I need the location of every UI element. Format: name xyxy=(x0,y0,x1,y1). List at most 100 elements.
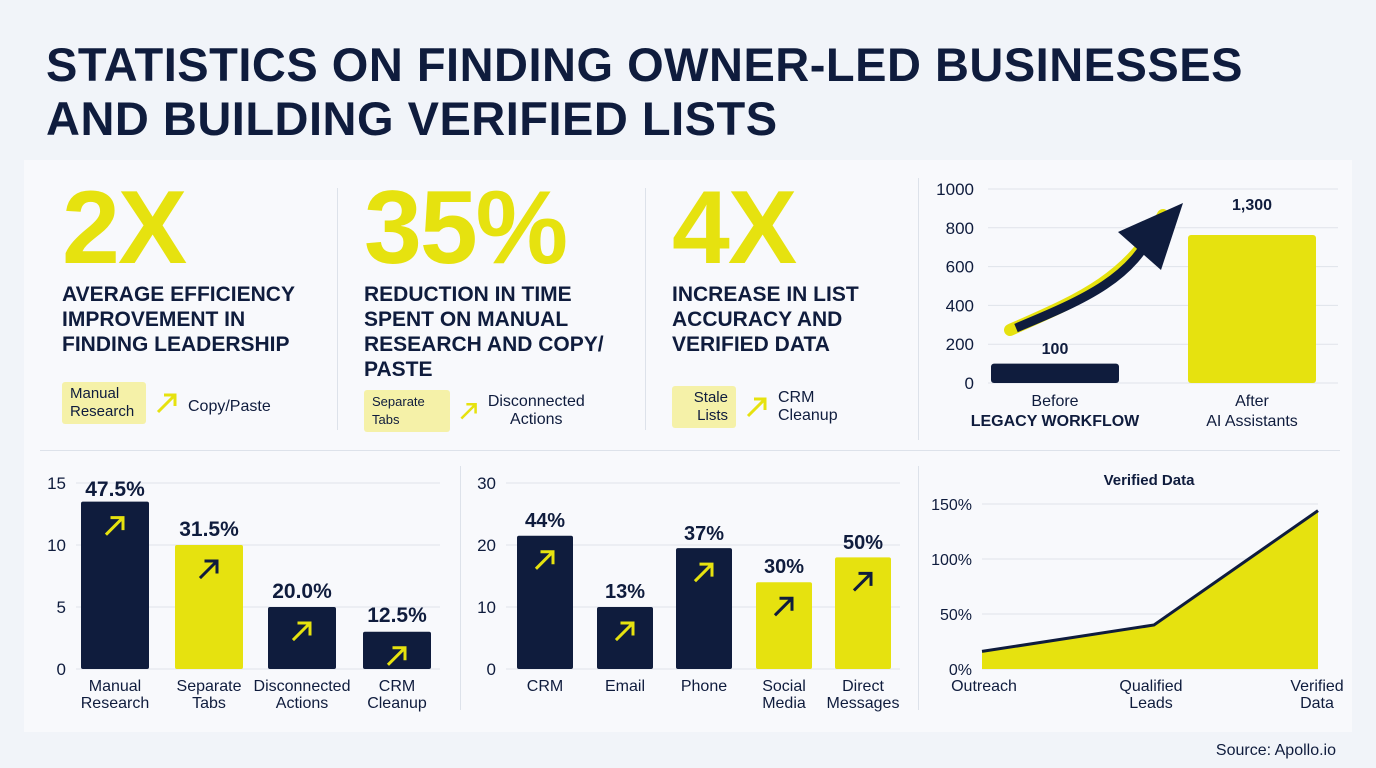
divider xyxy=(337,188,338,430)
arrow-up-right-icon xyxy=(460,403,477,420)
y-tick-label: 600 xyxy=(946,258,974,277)
data-label: 50% xyxy=(843,532,883,554)
bar xyxy=(81,501,149,669)
bar xyxy=(1188,235,1316,383)
stat-tag-row: Separate Tabs Disconnected Actions xyxy=(364,390,585,432)
divider xyxy=(645,188,646,430)
bar xyxy=(991,363,1119,383)
y-tick-label: 50% xyxy=(940,607,972,624)
x-tick-sublabel: AI Assistants xyxy=(1206,413,1298,430)
y-tick-label: 1000 xyxy=(936,180,974,199)
x-tick-label: Disconnected Actions xyxy=(254,678,351,712)
y-tick-label: 200 xyxy=(946,335,974,354)
stat-tag: Separate Tabs xyxy=(364,390,451,432)
y-tick-label: 5 xyxy=(57,598,66,617)
data-label: 12.5% xyxy=(367,604,427,627)
y-tick-label: 15 xyxy=(47,474,66,493)
y-tick-label: 0 xyxy=(965,374,974,393)
divider xyxy=(918,178,919,440)
before-after-bar-chart: 0 200 400 600 800 1000 100 Before LEGACY WORKFLO… xyxy=(936,180,1338,430)
stat-tag-row: Manual Research Copy/Paste xyxy=(62,382,271,424)
y-tick-label: 0 xyxy=(487,660,496,679)
stat-tag: Manual Research xyxy=(62,382,146,424)
channel-bar-chart: 0 10 20 30 44% CRM 13% Email 37% Phone 30% Social Me… xyxy=(477,474,900,712)
stat-time-reduction: 35% REDUCTION IN TIME SPENT ON MANUAL RE… xyxy=(364,170,604,432)
data-label: 30% xyxy=(764,556,804,578)
workflow-bar-chart: 0 5 10 15 47.5% Manual Research 31.5% Separate Ta… xyxy=(47,474,440,712)
stat-accuracy: 4X INCREASE IN LIST ACCURACY AND VERIFIE… xyxy=(672,170,859,428)
data-label: 100 xyxy=(1042,341,1069,358)
data-label: 47.5% xyxy=(85,478,145,501)
bar xyxy=(597,607,653,669)
page-title: STATISTICS ON FINDING OWNER-LED BUSINESS… xyxy=(46,38,1243,145)
y-tick-label: 800 xyxy=(946,219,974,238)
source-note: Source: Apollo.io xyxy=(1215,742,1336,759)
x-tick-label: After xyxy=(1235,393,1269,410)
y-tick-label: 0 xyxy=(57,660,66,679)
arrow-up-right-icon xyxy=(291,621,312,642)
stat-tag-after: CRM Cleanup xyxy=(778,389,838,424)
x-tick-label: Separate Tabs xyxy=(177,678,242,712)
arrow-up-right-icon xyxy=(852,571,873,592)
y-tick-label: 10 xyxy=(47,536,66,555)
arrow-up-right-icon xyxy=(104,516,125,536)
divider xyxy=(460,466,461,710)
arrow-up-right-icon xyxy=(614,621,635,642)
bar xyxy=(756,582,812,669)
stat-description: AVERAGE EFFICIENCY IMPROVEMENT IN FINDIN… xyxy=(62,283,295,356)
arrow-up-right-icon xyxy=(156,393,177,414)
divider xyxy=(918,466,919,710)
x-tick-label: Before xyxy=(1031,393,1078,410)
bar xyxy=(835,557,891,669)
stat-value: 35% xyxy=(364,170,568,286)
arrow-up-right-icon xyxy=(746,397,767,418)
chart-title: Verified Data xyxy=(1104,472,1196,489)
growth-arrow-head xyxy=(1118,203,1183,270)
arrow-up-right-icon xyxy=(773,596,794,617)
x-tick-label: Verified Data xyxy=(1290,678,1343,712)
series-line xyxy=(981,509,1319,653)
stat-efficiency: 2X AVERAGE EFFICIENCY IMPROVEMENT IN FIN… xyxy=(62,170,295,424)
arrow-up-right-icon xyxy=(693,562,714,583)
stat-value: 4X xyxy=(672,170,797,286)
stat-tag-row: Stale Lists CRM Cleanup xyxy=(672,386,848,428)
x-tick-label: Direct Messages xyxy=(827,678,900,712)
arrow-up-right-icon xyxy=(534,550,555,570)
x-tick-label: CRM xyxy=(527,678,563,695)
data-label: 44% xyxy=(525,510,565,532)
stat-tag: Stale Lists xyxy=(672,386,736,428)
divider xyxy=(40,450,1340,451)
bar xyxy=(175,545,243,669)
y-tick-label: 20 xyxy=(477,536,496,555)
y-tick-label: 100% xyxy=(931,552,972,569)
x-tick-label: Social Media xyxy=(762,678,806,712)
verified-data-area-chart: Verified Data 0% 50% 100% 150% Outreach Qualif… xyxy=(931,472,1344,712)
data-label: 13% xyxy=(605,581,645,603)
bar xyxy=(268,607,336,669)
x-tick-sublabel: LEGACY WORKFLOW xyxy=(971,413,1140,430)
data-label: 37% xyxy=(684,523,724,545)
x-tick-label: Qualified Leads xyxy=(1119,678,1182,712)
x-tick-label: Manual Research xyxy=(81,678,149,712)
data-label: 1,300 xyxy=(1232,197,1272,214)
area-fill xyxy=(982,510,1318,669)
stat-tag-after: Disconnected Actions xyxy=(487,393,585,428)
y-tick-label: 30 xyxy=(477,474,496,493)
x-tick-label: CRM Cleanup xyxy=(367,678,427,712)
x-tick-label: Outreach xyxy=(951,678,1017,695)
stat-value: 2X xyxy=(62,170,187,286)
data-label: 20.0% xyxy=(272,580,332,603)
y-tick-label: 150% xyxy=(931,497,972,514)
arrow-up-right-icon xyxy=(198,559,219,580)
y-tick-label: 10 xyxy=(477,598,496,617)
stat-tag-after: Copy/Paste xyxy=(188,398,271,415)
x-tick-label: Phone xyxy=(681,678,727,695)
y-tick-label: 400 xyxy=(946,296,974,315)
bar xyxy=(676,548,732,669)
data-label: 31.5% xyxy=(179,518,239,541)
bar xyxy=(517,535,573,669)
stat-description: INCREASE IN LIST ACCURACY AND VERIFIED D… xyxy=(672,283,859,356)
arrow-up-right-icon xyxy=(386,646,407,666)
x-tick-label: Email xyxy=(605,678,645,695)
bar xyxy=(363,631,431,669)
